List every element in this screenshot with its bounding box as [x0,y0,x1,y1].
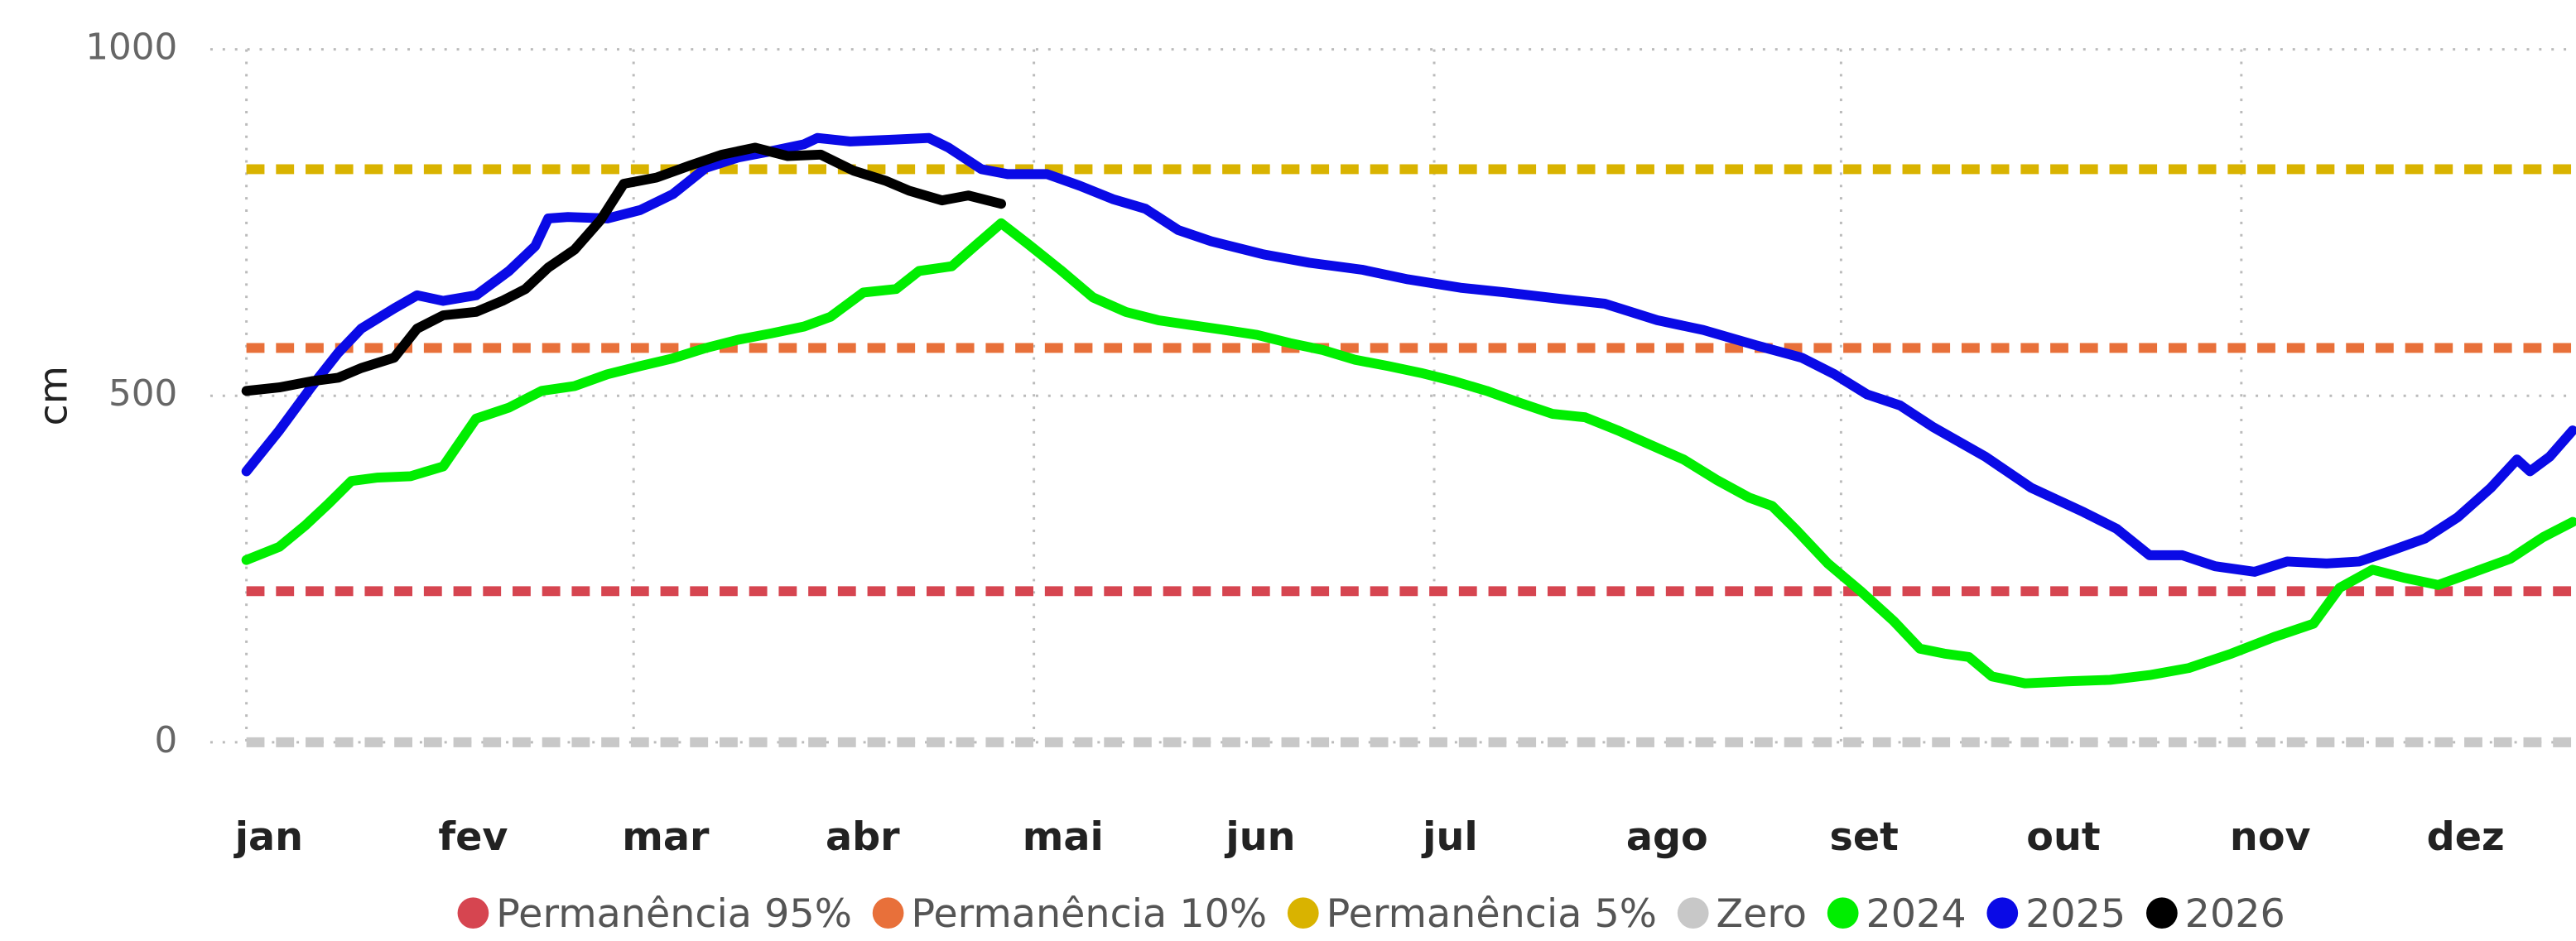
x-tick-label: set [1830,814,1899,860]
x-tick-label: mar [622,814,710,860]
legend-label: 2026 [2185,891,2285,937]
x-tick-label: fev [438,814,508,860]
legend-marker [1986,897,2019,929]
y-axis-label: cm [31,366,76,426]
legend-label: Permanência 95% [496,891,852,937]
x-tick-label: ago [1626,814,1708,860]
y-tick-label: 500 [108,372,177,415]
x-tick-label: nov [2230,814,2311,860]
legend-label: Zero [1716,891,1807,937]
y-tick-label: 1000 [85,26,177,69]
legend-marker [1677,897,1709,929]
x-tick-label: jun [1224,814,1295,860]
legend-label: 2024 [1866,891,1966,937]
legend-label: Permanência 10% [911,891,1267,937]
legend-marker [1827,897,1859,929]
x-tick-label: out [2026,814,2100,860]
legend-marker [872,897,904,929]
series-line [241,142,1007,396]
y-tick-label: 0 [155,719,178,761]
legend-marker [1287,897,1319,929]
x-tick-label: jul [1421,814,1478,860]
series-line [241,132,2576,577]
x-tick-label: jan [234,814,303,860]
series-line [241,218,2576,689]
legend-marker [457,897,489,929]
x-tick-label: abr [826,814,900,860]
x-tick-label: mai [1023,814,1104,860]
legend-label: 2025 [2025,891,2126,937]
legend-marker [2146,897,2178,929]
legend-label: Permanência 5% [1327,891,1657,937]
x-tick-label: dez [2427,814,2505,860]
